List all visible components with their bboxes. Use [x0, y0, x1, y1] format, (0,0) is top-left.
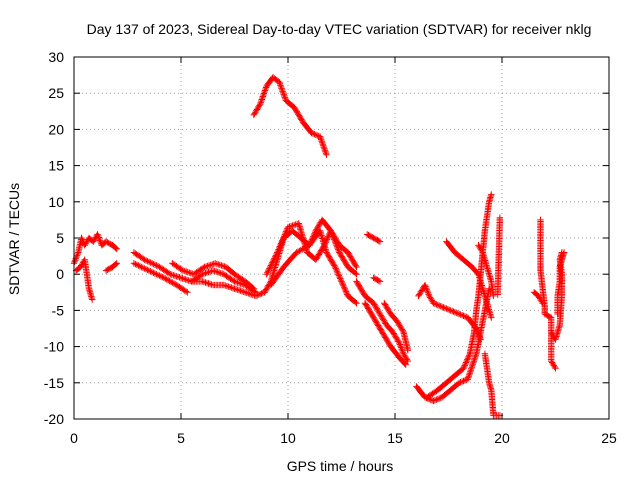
x-tick-label: 20 [494, 430, 510, 446]
series-track-k [267, 227, 360, 307]
series-track-b [72, 256, 96, 303]
x-axis-ticks: 0 5 10 15 20 25 [70, 57, 617, 446]
y-tick-label: -10 [44, 339, 64, 355]
series-track-e [130, 260, 191, 296]
series-track-r [413, 285, 493, 405]
data-point-markers [72, 256, 96, 303]
y-tick-label: 5 [56, 230, 64, 246]
data-point-markers [250, 74, 330, 158]
series-track-p [370, 274, 384, 285]
y-tick-label: 15 [48, 158, 64, 174]
series-track-aa [554, 249, 568, 318]
data-point-markers [267, 227, 360, 307]
y-tick-label: 10 [48, 194, 64, 210]
y-axis-label: SDTVAR / TECUs [6, 183, 22, 295]
data-point-markers [364, 231, 384, 245]
series-track-g [188, 267, 260, 296]
y-tick-label: 20 [48, 121, 64, 137]
data-point-markers [361, 300, 409, 368]
x-tick-label: 5 [177, 430, 185, 446]
data-point-markers [423, 191, 495, 401]
data-point-markers [554, 249, 568, 318]
series-track-n [381, 300, 411, 354]
series-track-t [443, 238, 495, 321]
data-point-markers [370, 274, 384, 285]
y-tick-label: -20 [44, 411, 64, 427]
y-tick-label: 25 [48, 85, 64, 101]
x-tick-label: 15 [387, 430, 403, 446]
data-point-markers [353, 278, 411, 365]
y-tick-label: -5 [52, 302, 65, 318]
series-track-h [250, 74, 330, 158]
y-axis-ticks: -20 -15 -10 -5 0 5 10 15 20 25 30 [44, 49, 609, 427]
series-track-f [169, 260, 257, 292]
data-point-markers [494, 214, 504, 298]
data-point-markers [188, 267, 260, 296]
data-point-markers [102, 260, 120, 274]
x-tick-label: 25 [601, 430, 617, 446]
data-point-markers [475, 242, 497, 300]
series-track-v [481, 350, 504, 419]
data-point-markers [130, 260, 191, 296]
series-track-m [361, 300, 409, 368]
series-track-o [364, 231, 384, 245]
data-point-markers [169, 260, 257, 292]
x-axis-label: GPS time / hours [287, 458, 394, 474]
x-tick-label: 0 [70, 430, 78, 446]
series-track-c [102, 260, 120, 274]
data-marks [70, 74, 568, 419]
data-point-markers [481, 350, 504, 419]
series-track-s [423, 191, 495, 401]
series-track-u [475, 242, 497, 300]
x-tick-label: 10 [280, 430, 296, 446]
data-point-markers [413, 285, 493, 405]
series-track-w [494, 214, 504, 298]
chart-title: Day 137 of 2023, Sidereal Day-to-day VTE… [87, 21, 592, 37]
y-tick-label: 30 [48, 49, 64, 65]
y-tick-label: -15 [44, 375, 64, 391]
y-tick-label: 0 [56, 266, 64, 282]
data-point-markers [381, 300, 411, 354]
series-track-l [353, 278, 411, 365]
data-point-markers [443, 238, 495, 321]
